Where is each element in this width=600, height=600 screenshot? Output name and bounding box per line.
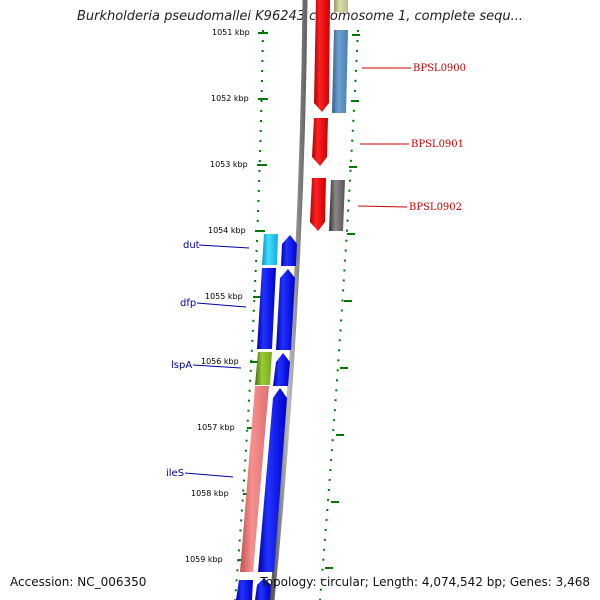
kbp-labels: 1051 kbp 1052 kbp 1053 kbp 1054 kbp 1055… (185, 28, 250, 564)
gene-label-bpsl0902: BPSL0902 (409, 202, 462, 213)
kbp-label: 1051 kbp (212, 28, 250, 37)
gene-feature-lspA[interactable] (273, 353, 290, 386)
forward-strand-genes[interactable] (255, 235, 297, 600)
gene-label-dfp: dfp (180, 298, 196, 309)
outer-major-ticks (325, 34, 360, 569)
outer-tick-ring (319, 29, 359, 600)
kbp-label: 1057 kbp (197, 423, 235, 432)
gene-label-bpsl0900: BPSL0900 (413, 63, 466, 74)
genome-backbone (269, 0, 308, 600)
cog-block-gray (329, 180, 345, 231)
kbp-label: 1059 kbp (185, 555, 223, 564)
map-title: Burkholderia pseudomallei K96243 chromos… (76, 9, 524, 24)
inner-tick-ring (234, 29, 264, 600)
cog-block-salmon (240, 386, 269, 572)
gene-label-dut: dut (183, 240, 200, 251)
kbp-label: 1058 kbp (191, 489, 229, 498)
gene-feature-bpsl0902[interactable] (310, 178, 326, 231)
reverse-strand-genes[interactable] (310, 0, 330, 231)
gene-feature-bpsl0901[interactable] (312, 118, 328, 166)
gene-feature-ileS[interactable] (258, 388, 287, 572)
kbp-label: 1056 kbp (201, 357, 239, 366)
cog-blocks-right (329, 0, 348, 231)
cog-block-olive (334, 0, 348, 12)
right-gene-labels: BPSL0900 BPSL0901 BPSL0902 (357, 63, 466, 213)
cog-block-cyan (262, 234, 278, 265)
gene-feature-next[interactable] (255, 578, 271, 600)
gene-feature-dfp[interactable] (276, 269, 295, 350)
left-gene-labels: dut dfp lspA ileS (166, 240, 250, 479)
gene-label-lspA: lspA (171, 360, 192, 371)
cog-blocks-left (236, 234, 278, 600)
kbp-label: 1055 kbp (205, 292, 243, 301)
kbp-label: 1054 kbp (208, 226, 246, 235)
genome-summary: Topology: circular; Length: 4,074,542 bp… (260, 575, 590, 589)
gene-feature-bpsl0900[interactable] (314, 0, 330, 112)
accession-label: Accession: NC_006350 (10, 575, 147, 589)
cog-block-blue (257, 268, 276, 349)
cog-block-green (255, 352, 272, 385)
cog-block-steelblue (332, 30, 348, 113)
gene-label-bpsl0901: BPSL0901 (411, 139, 464, 150)
gene-feature-dut[interactable] (281, 235, 297, 266)
cog-block-blue-bottom (236, 580, 253, 600)
kbp-label: 1053 kbp (210, 160, 248, 169)
kbp-label: 1052 kbp (211, 94, 249, 103)
gene-label-ileS: ileS (166, 468, 184, 479)
